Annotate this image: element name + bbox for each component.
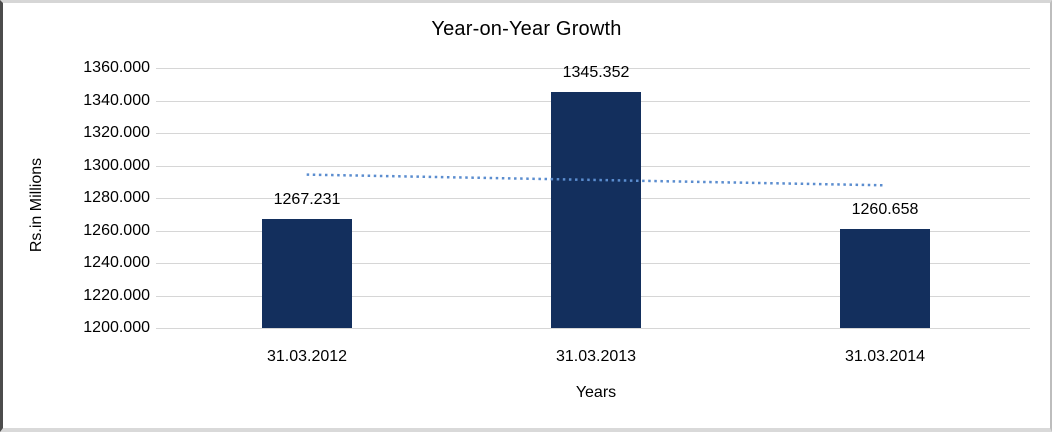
bar-3 (840, 229, 930, 328)
y-tick-label: 1300.000 (83, 157, 150, 174)
bar-value-label: 1345.352 (562, 64, 630, 81)
bar-2 (551, 92, 641, 328)
y-tick-label: 1240.000 (83, 254, 150, 271)
gridline (156, 328, 1030, 329)
bar-1 (262, 219, 352, 328)
y-tick-label: 1320.000 (83, 124, 150, 141)
x-category-label: 31.03.2012 (266, 348, 348, 365)
chart-stage: Year-on-Year Growth Rs.in Millions Years… (3, 3, 1050, 428)
gridline (156, 68, 1030, 69)
y-tick-label: 1360.000 (83, 59, 150, 76)
x-category-label: 31.03.2014 (844, 348, 926, 365)
y-tick-label: 1220.000 (83, 287, 150, 304)
chart-title: Year-on-Year Growth (431, 18, 622, 40)
bar-value-label: 1267.231 (273, 191, 341, 208)
x-category-label: 31.03.2013 (555, 348, 637, 365)
bar-value-label: 1260.658 (851, 201, 919, 218)
y-tick-label: 1260.000 (83, 222, 150, 239)
x-axis-title: Years (575, 384, 617, 401)
y-tick-label: 1280.000 (83, 189, 150, 206)
y-tick-label: 1340.000 (83, 92, 150, 109)
y-tick-label: 1200.000 (83, 319, 150, 336)
